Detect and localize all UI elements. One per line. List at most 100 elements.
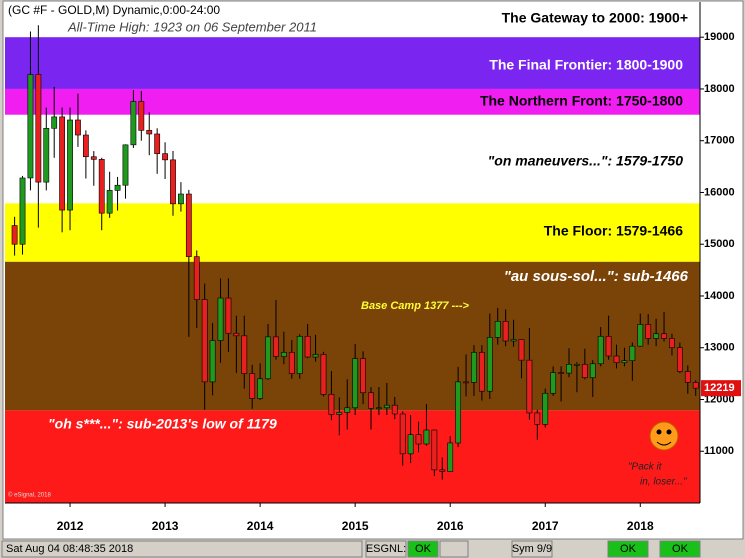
y-tick-label: 19000 [704, 31, 735, 43]
candle-body [597, 336, 604, 365]
y-tick-label: 14000 [704, 290, 735, 302]
candle-body [170, 159, 176, 205]
credit: © eSignal, 2018 [8, 492, 51, 499]
candle-body [684, 371, 691, 383]
annotation: in, loser..." [640, 477, 687, 488]
candle-body [494, 321, 501, 338]
candle-body [249, 373, 256, 399]
candle-body [130, 101, 137, 146]
candle-body [613, 355, 620, 364]
candle-body [574, 363, 580, 366]
candle-body [692, 382, 699, 389]
candle-body [566, 363, 572, 374]
candle-body [162, 153, 168, 161]
candle-body [233, 332, 240, 337]
y-tick-label: 16000 [704, 186, 735, 198]
candle-body [225, 297, 232, 334]
candle-body [383, 404, 390, 409]
candle-body [122, 144, 129, 186]
candle-body [114, 184, 121, 191]
candle-body [280, 352, 287, 357]
status-cell [607, 540, 649, 558]
candle-body [98, 159, 105, 214]
candle-body [328, 394, 335, 415]
candle-body [661, 333, 667, 339]
x-tick-label: 2012 [57, 519, 84, 533]
x-tick-label: 2014 [247, 519, 274, 533]
y-tick-label: 12000 [704, 393, 735, 405]
y-tick-label: 13000 [704, 342, 735, 354]
last-price-label: 12219 [704, 382, 735, 394]
candle-body [676, 347, 683, 372]
chart-subtitle: All-Time High: 1923 on 06 September 2011 [67, 19, 317, 34]
candle-body [637, 324, 644, 347]
candle-body [217, 297, 224, 341]
candle-body [399, 413, 406, 455]
zone-band [5, 203, 700, 262]
y-tick-label: 15000 [704, 238, 735, 250]
candle-body [605, 336, 612, 357]
candle-body [471, 352, 477, 383]
candle-body [193, 256, 200, 300]
candle-body [486, 337, 493, 392]
status-cell [439, 540, 469, 558]
candle-body [201, 299, 208, 383]
candle-body [106, 190, 113, 214]
candle-body [621, 360, 628, 364]
x-tick-label: 2016 [437, 519, 464, 533]
candle-body [296, 336, 303, 374]
candle-body [542, 392, 549, 425]
candle-body [629, 345, 636, 361]
candle-body [534, 412, 541, 425]
x-tick-label: 2017 [532, 519, 559, 533]
last-price-box [701, 380, 741, 397]
mascot-eye [656, 429, 662, 435]
status-item: Sym 9/9 [512, 543, 552, 555]
candle-body [43, 127, 50, 183]
labels: The Gateway to 2000: 1900+ The Final Fron… [48, 10, 689, 488]
zone-label: "oh s***...": sub-2013's low of 1179 [48, 416, 277, 432]
mascot-eye [666, 429, 672, 435]
candle-body [478, 352, 485, 392]
mascot-mouth [656, 441, 672, 446]
candle-body [19, 177, 26, 245]
y-tick-label: 18000 [704, 83, 735, 95]
candle-body [510, 339, 517, 342]
candle-body [526, 359, 533, 414]
annotation: "Pack it [628, 462, 663, 473]
status-bar [0, 540, 745, 558]
status-cell [659, 540, 701, 558]
y-tick-label: 17000 [704, 135, 735, 147]
status-datetime: Sat Aug 04 08:48:35 2018 [6, 543, 133, 555]
candle-body [312, 354, 319, 358]
zone-band [5, 37, 700, 89]
zone-label: The Floor: 1579-1466 [544, 223, 683, 239]
zone-label: "au sous-sol...": sub-1466 [504, 268, 689, 285]
candle-body [407, 434, 414, 455]
candle-body [653, 333, 660, 339]
status-cell [365, 540, 407, 558]
candle-body [645, 324, 652, 339]
candle-body [273, 336, 279, 357]
status-item: OK [672, 543, 689, 555]
zone-label: The Final Frontier: 1800-1900 [489, 57, 683, 73]
y-tick-label: 11000 [704, 445, 734, 457]
candle-body [27, 74, 34, 179]
candle-body [146, 130, 153, 135]
candle-body [241, 335, 248, 374]
candle-body [90, 156, 97, 160]
mascot-face [649, 421, 679, 451]
candle-body [439, 469, 446, 472]
status-cell [407, 540, 439, 558]
candle-body [51, 116, 58, 129]
candle-body [502, 321, 509, 342]
zones [5, 2, 700, 503]
candle-body [376, 407, 382, 410]
candle-body [265, 336, 271, 380]
mascot-icon [649, 421, 679, 451]
candle-body [75, 119, 81, 136]
candle-body [288, 352, 295, 374]
zone-label: The Northern Front: 1750-1800 [480, 93, 683, 109]
candle-body [320, 354, 327, 395]
candle-body [589, 363, 596, 379]
